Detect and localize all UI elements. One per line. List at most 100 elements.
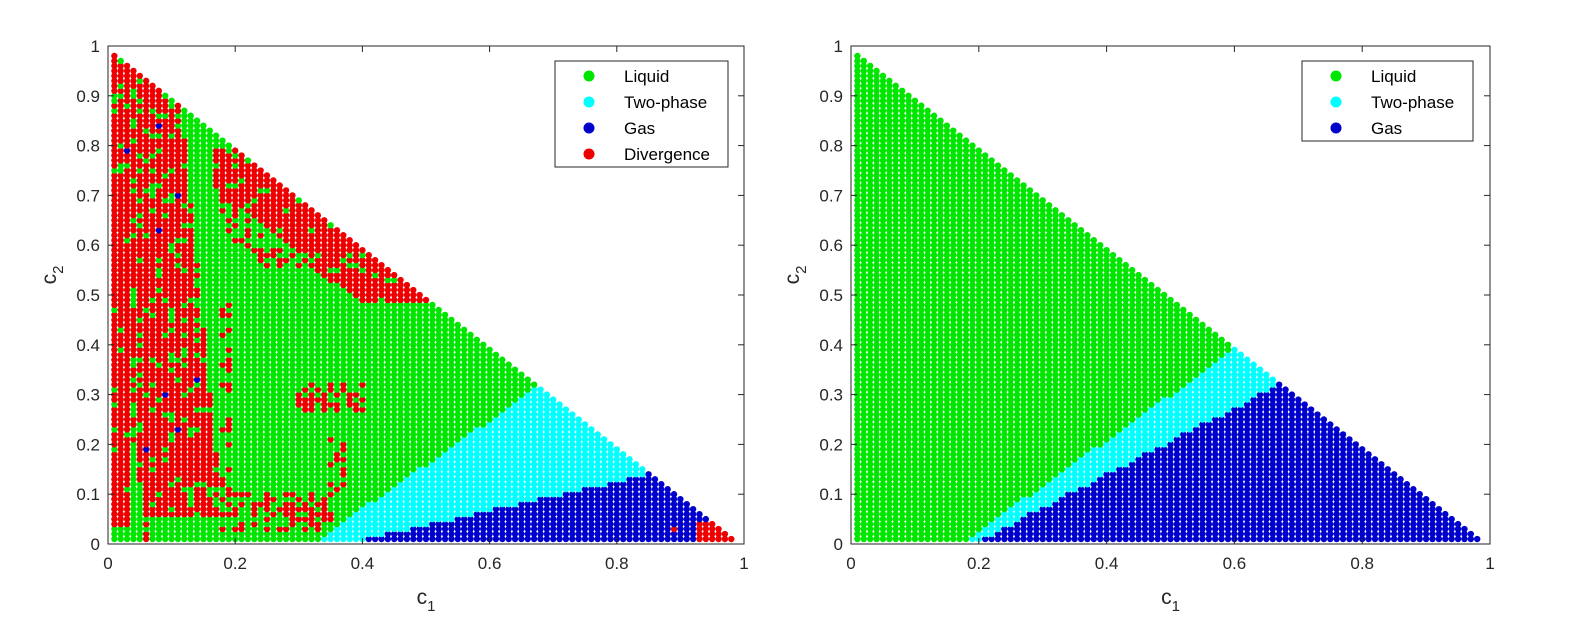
point-divergence bbox=[142, 426, 150, 433]
point-divergence bbox=[187, 401, 194, 408]
point-divergence bbox=[187, 421, 194, 428]
point-divergence bbox=[187, 361, 194, 368]
point-divergence bbox=[200, 461, 207, 468]
point-divergence bbox=[111, 366, 118, 373]
point-liquid bbox=[200, 237, 207, 244]
point-divergence bbox=[371, 256, 379, 264]
point-divergence bbox=[225, 381, 233, 388]
point-divergence bbox=[162, 406, 169, 413]
point-divergence bbox=[193, 341, 201, 348]
point-divergence bbox=[111, 182, 118, 189]
point-divergence bbox=[174, 281, 182, 289]
point-divergence bbox=[200, 411, 207, 418]
point-divergence bbox=[225, 361, 233, 368]
point-divergence bbox=[142, 361, 150, 368]
point-liquid bbox=[206, 177, 213, 184]
point-liquid bbox=[149, 520, 156, 528]
point-divergence bbox=[142, 476, 150, 483]
point-liquid bbox=[149, 500, 156, 508]
point-liquid bbox=[142, 515, 150, 523]
point-liquid bbox=[212, 406, 220, 413]
point-liquid bbox=[130, 505, 137, 513]
point-divergence bbox=[174, 256, 182, 264]
point-divergence bbox=[117, 341, 124, 348]
point-divergence bbox=[187, 261, 194, 269]
point-liquid bbox=[225, 446, 233, 453]
point-divergence bbox=[149, 92, 156, 99]
point-divergence bbox=[136, 242, 143, 249]
point-liquid bbox=[193, 127, 201, 134]
point-liquid bbox=[111, 92, 118, 99]
point-liquid bbox=[181, 486, 188, 493]
point-liquid bbox=[212, 496, 220, 503]
point-liquid bbox=[187, 207, 194, 214]
x-tick-label: 0.6 bbox=[478, 554, 502, 573]
point-divergence bbox=[130, 371, 137, 378]
point-divergence bbox=[123, 446, 131, 453]
point-divergence bbox=[111, 72, 118, 80]
point-liquid bbox=[174, 122, 182, 129]
point-divergence bbox=[155, 326, 163, 334]
point-divergence bbox=[117, 476, 124, 483]
point-divergence bbox=[142, 167, 150, 174]
point-divergence bbox=[162, 202, 169, 209]
point-liquid bbox=[200, 276, 207, 284]
point-divergence bbox=[728, 535, 735, 543]
point-liquid bbox=[212, 281, 220, 289]
point-divergence bbox=[123, 481, 131, 488]
point-divergence bbox=[111, 271, 118, 279]
point-divergence bbox=[168, 152, 175, 159]
point-divergence bbox=[206, 451, 213, 458]
point-divergence bbox=[181, 182, 188, 189]
point-divergence bbox=[117, 466, 124, 473]
point-divergence bbox=[142, 92, 150, 99]
point-divergence bbox=[187, 242, 194, 249]
point-two-phase bbox=[619, 451, 627, 458]
point-divergence bbox=[155, 411, 163, 418]
point-liquid bbox=[219, 251, 226, 259]
point-divergence bbox=[187, 441, 194, 448]
point-divergence bbox=[117, 112, 124, 119]
point-liquid bbox=[206, 311, 213, 319]
point-liquid bbox=[136, 167, 143, 174]
point-divergence bbox=[111, 132, 118, 139]
point-liquid bbox=[136, 515, 143, 523]
point-divergence bbox=[200, 386, 207, 393]
point-divergence bbox=[174, 401, 182, 408]
point-divergence bbox=[111, 112, 118, 119]
point-divergence bbox=[219, 306, 226, 314]
point-divergence bbox=[117, 306, 124, 314]
point-liquid bbox=[219, 411, 226, 418]
point-divergence bbox=[200, 446, 207, 453]
y-tick-label: 0.9 bbox=[76, 87, 100, 106]
point-liquid bbox=[130, 92, 137, 99]
point-divergence bbox=[225, 486, 233, 493]
point-liquid bbox=[142, 391, 150, 398]
point-two-phase bbox=[562, 406, 570, 413]
point-divergence bbox=[162, 421, 169, 428]
point-divergence bbox=[123, 286, 131, 294]
point-divergence bbox=[130, 396, 137, 403]
point-divergence bbox=[219, 381, 226, 388]
point-liquid bbox=[206, 261, 213, 269]
point-divergence bbox=[123, 256, 131, 264]
point-liquid bbox=[117, 82, 124, 90]
point-divergence bbox=[142, 466, 150, 473]
point-divergence bbox=[111, 431, 118, 438]
point-divergence bbox=[187, 436, 194, 443]
point-divergence bbox=[149, 112, 156, 119]
point-divergence bbox=[174, 505, 182, 513]
point-divergence bbox=[162, 431, 169, 438]
point-divergence bbox=[155, 341, 163, 348]
point-liquid bbox=[155, 361, 163, 368]
point-divergence bbox=[123, 461, 131, 468]
point-divergence bbox=[142, 371, 150, 378]
point-liquid bbox=[187, 157, 194, 164]
point-liquid bbox=[212, 446, 220, 453]
point-liquid bbox=[149, 381, 156, 388]
point-divergence bbox=[162, 401, 169, 408]
point-divergence bbox=[206, 500, 213, 508]
point-divergence bbox=[136, 286, 143, 294]
point-liquid bbox=[187, 525, 194, 533]
point-two-phase bbox=[632, 461, 640, 468]
